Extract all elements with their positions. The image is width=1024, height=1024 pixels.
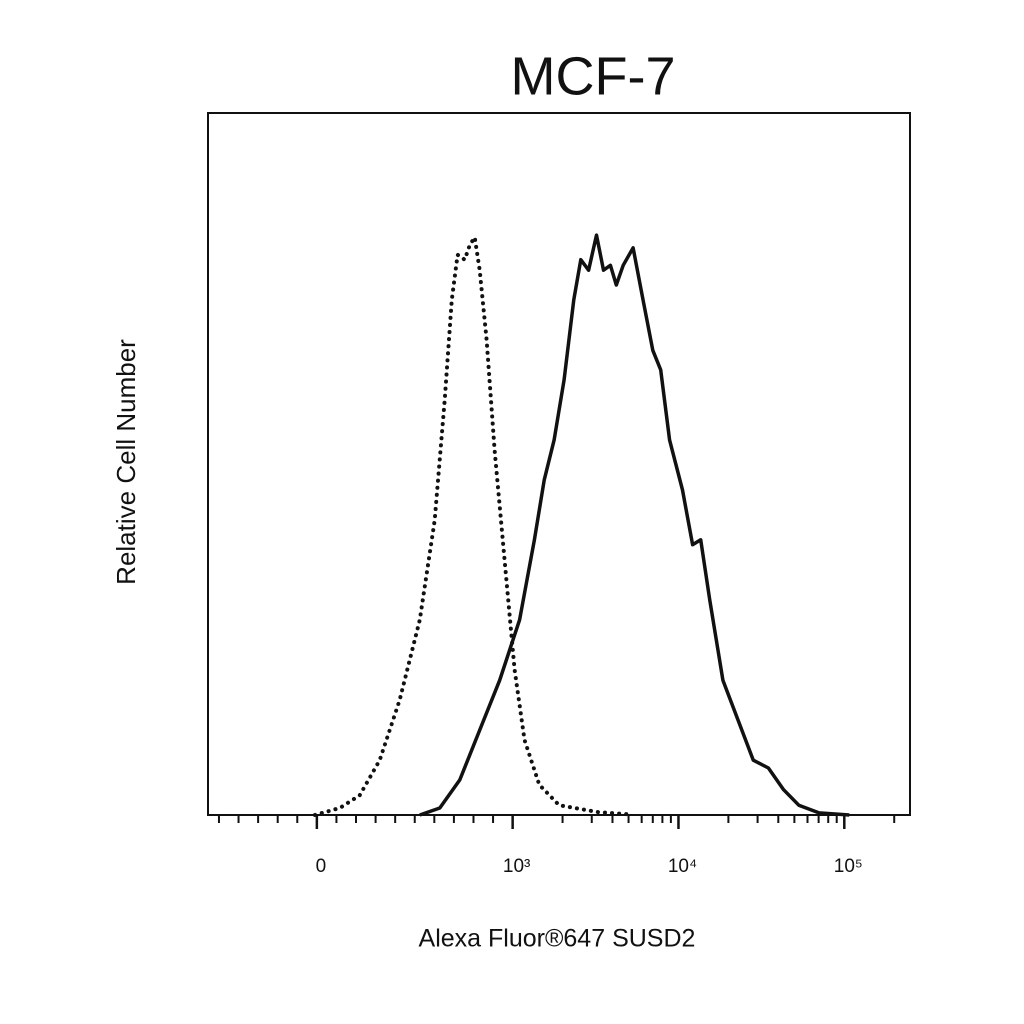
x-tick-label: 10⁴ xyxy=(668,856,697,877)
plot-frame xyxy=(207,112,911,816)
x-axis-label: Alexa Fluor®647 SUSD2 xyxy=(419,925,696,953)
histogram-line xyxy=(419,233,850,817)
y-axis-label: Relative Cell Number xyxy=(111,339,141,585)
chart-title: MCF-7 xyxy=(511,46,676,106)
histogram-line xyxy=(312,235,631,817)
x-tick-label: 10³ xyxy=(503,856,530,877)
x-tick-label: 0 xyxy=(316,856,327,877)
x-tick-label: 10⁵ xyxy=(834,856,863,877)
